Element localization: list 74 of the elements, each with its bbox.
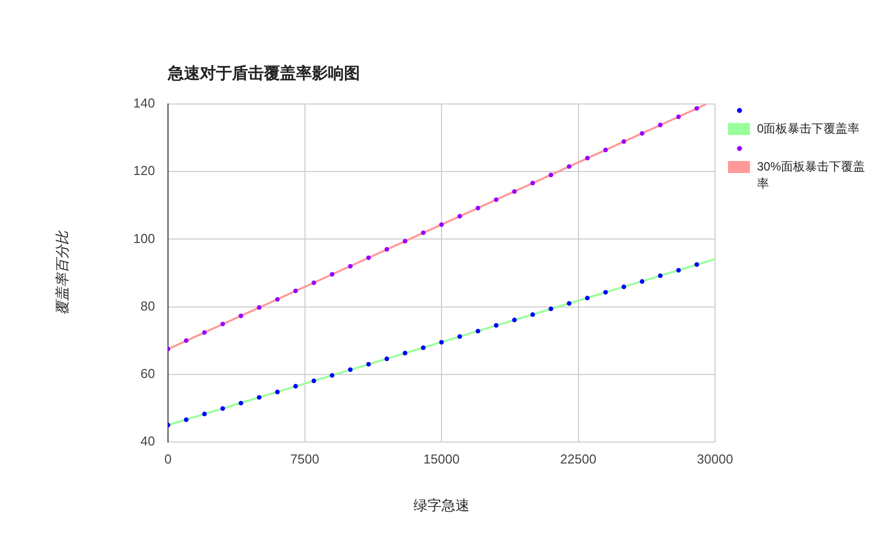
point [439,222,444,227]
point [622,284,626,290]
point [585,296,590,300]
point [476,328,480,334]
point [457,334,462,339]
point [530,180,535,186]
point [238,314,244,318]
point [420,230,426,236]
legend-label: 30%面板暴击下覆盖率 [757,159,866,190]
point [220,406,225,411]
point [402,238,408,244]
point [658,273,663,278]
point [348,264,353,269]
point [622,139,626,144]
point [694,106,700,111]
point [640,131,644,136]
point [585,156,590,160]
y-tick-label: 40 [140,434,155,449]
point [566,164,572,169]
point [366,362,371,367]
legend-label: 0面板暴击下覆盖率 [757,121,860,136]
x-tick-label: 22500 [560,451,596,466]
point [603,290,608,295]
point [202,330,207,335]
x-tick-label: 30000 [696,451,734,466]
point [330,373,334,378]
x-tick-label: 7500 [290,451,320,466]
x-tick-label: 15000 [423,451,460,466]
point [184,417,189,422]
point [603,148,608,152]
point [439,340,444,345]
point [312,280,316,286]
point [220,322,225,326]
point [640,279,644,284]
point [476,206,480,210]
point [512,318,517,322]
y-tick-label: 100 [133,230,155,246]
point [256,305,262,310]
point [694,262,700,267]
y-tick-label: 80 [140,298,155,314]
chart-title: 急速对于盾击覆盖率影响图 [167,63,360,82]
y-tick-label: 60 [140,366,155,381]
point [676,268,681,273]
y-tick-label: 120 [133,163,155,178]
point [512,189,517,194]
point [658,122,663,128]
point [293,384,298,389]
point [548,172,554,178]
point [312,378,316,384]
y-tick-label: 140 [133,96,155,111]
point [566,301,572,306]
point [275,390,280,394]
point [275,297,280,302]
x-tick-label: 0 [164,451,172,466]
point [548,306,554,312]
point [293,288,298,294]
point [384,356,390,362]
point [256,395,262,400]
point [384,247,390,252]
point [184,338,189,343]
point [348,367,353,372]
point [494,197,498,202]
point [530,312,535,317]
x-axis-title: 绿字急速 [414,496,470,513]
point [238,400,244,406]
point [420,345,426,350]
point [494,323,498,328]
point [676,114,681,120]
point [202,412,207,416]
point [366,255,371,260]
point [330,272,334,277]
y-axis-title: 覆盖率百分比 [54,230,70,315]
point [402,350,408,356]
point [457,214,462,219]
